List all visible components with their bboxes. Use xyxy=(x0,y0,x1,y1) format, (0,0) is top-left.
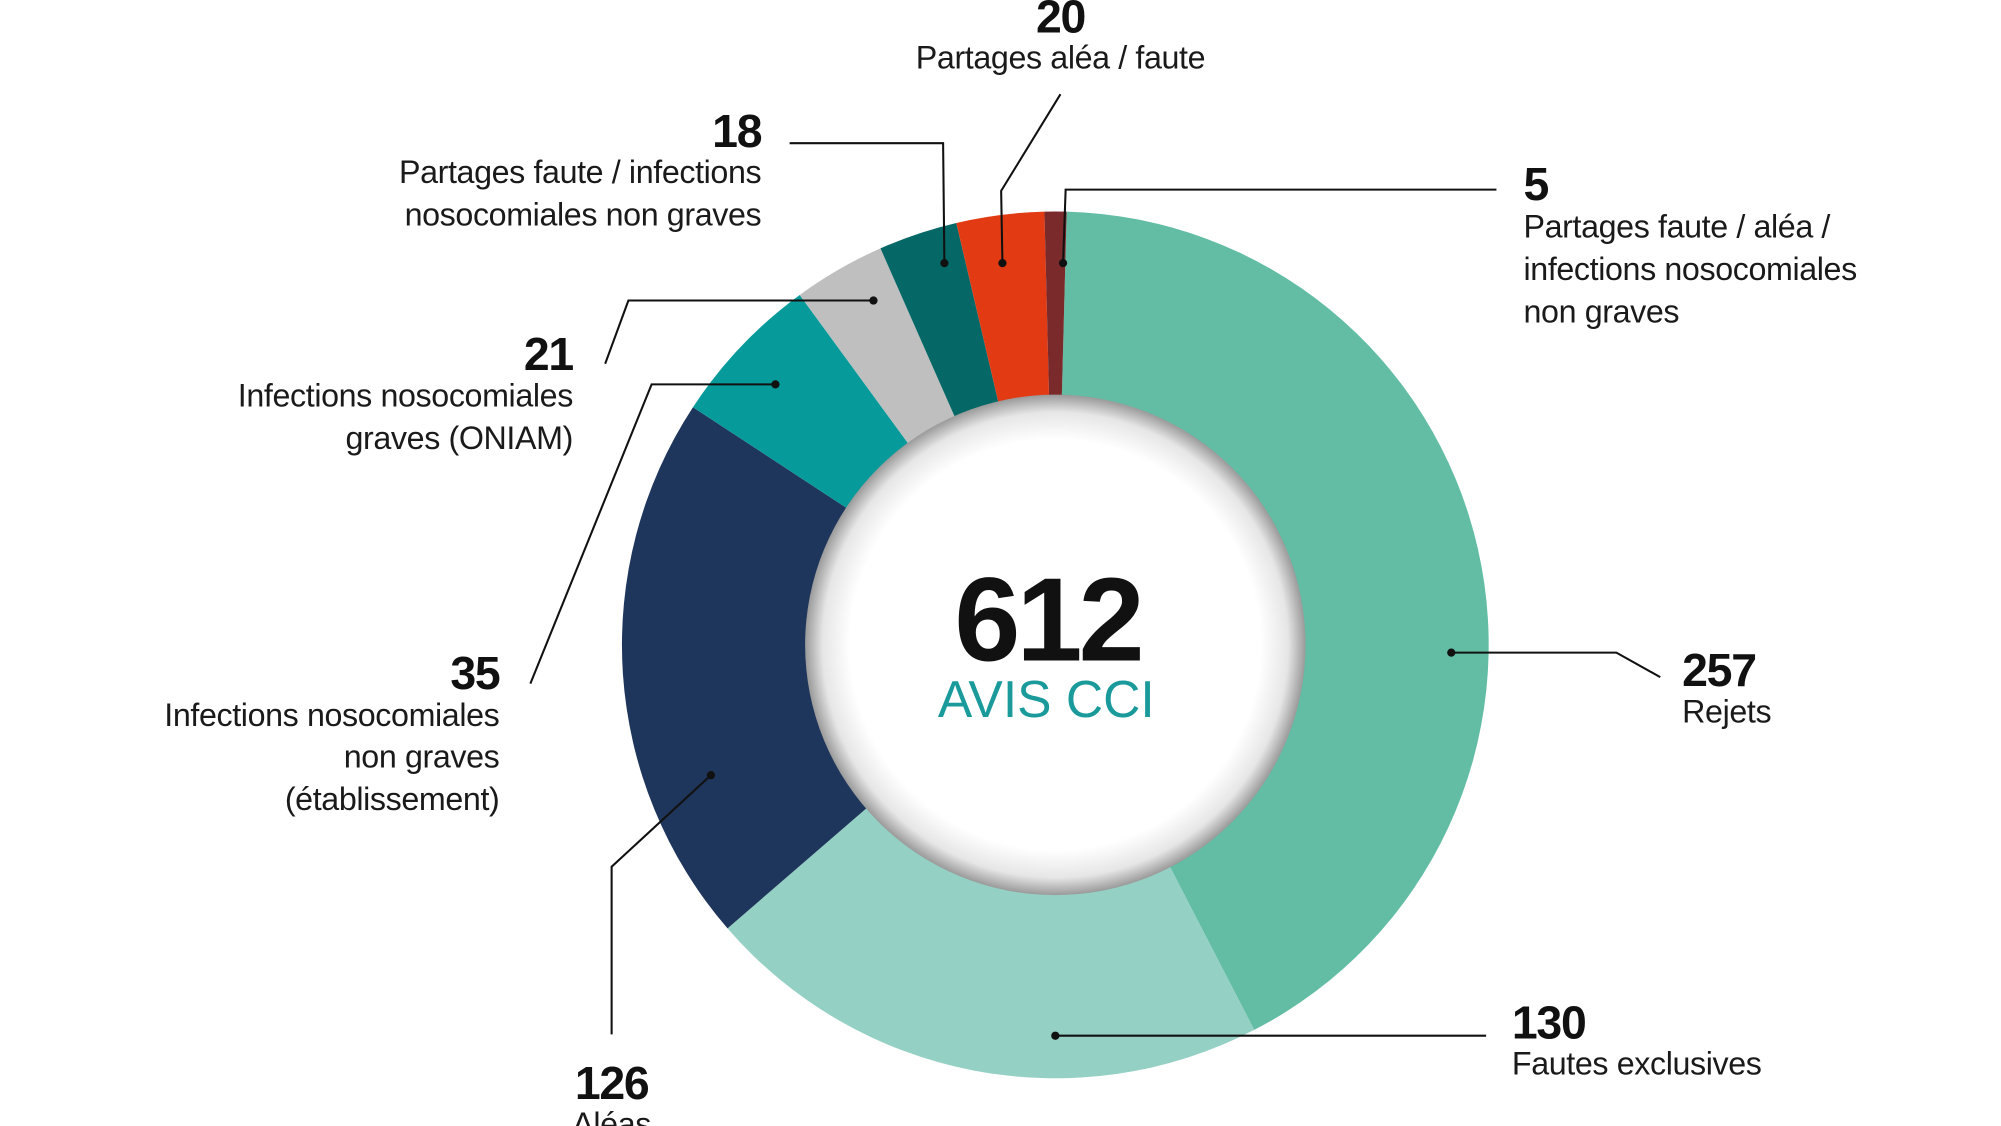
center-total: 612 xyxy=(954,554,1140,686)
slice-partage_alea_faute xyxy=(956,211,1050,407)
data-label-value: 126 xyxy=(575,1057,649,1109)
leader-dot xyxy=(1447,648,1456,657)
data-label-text: Partages faute / aléa / xyxy=(1524,208,1831,244)
data-label-value: 257 xyxy=(1682,644,1756,696)
label-inf-non-graves: 35 Infections nosocomiales non graves (é… xyxy=(164,647,501,817)
label-inf-graves: 21 Infections nosocomiales graves (ONIAM… xyxy=(238,328,575,456)
leader-dot xyxy=(1058,258,1068,268)
leader-line-partage-faute-alea-inf xyxy=(1062,188,1497,264)
data-label-text: non graves xyxy=(1524,293,1680,329)
leader-dot xyxy=(869,296,878,305)
data-label-text: Infections nosocomiales xyxy=(238,377,573,413)
leader-line-partage-alea-faute xyxy=(1000,93,1062,264)
data-label-text: (établissement) xyxy=(285,781,500,817)
data-label-text: infections nosocomiales xyxy=(1524,251,1857,287)
donut-slices xyxy=(621,211,1489,1079)
data-label-text: Fautes exclusives xyxy=(1512,1045,1762,1081)
leader-dot xyxy=(1051,1031,1060,1040)
label-fautes: 130 Fautes exclusives xyxy=(1512,996,1762,1081)
data-label-text: Partages aléa / faute xyxy=(916,39,1205,75)
slice-inf_non_graves xyxy=(692,294,911,511)
label-partage-alea-faute: 20 Partages aléa / faute xyxy=(916,0,1206,75)
slice-partage_faute_inf xyxy=(880,222,1000,421)
donut-hole xyxy=(805,394,1306,896)
data-label-value: 130 xyxy=(1512,996,1586,1048)
leader-line-inf-non-graves xyxy=(529,383,776,684)
label-partage-faute-inf: 18 Partages faute / infections nosocomia… xyxy=(399,105,763,233)
leader-line-partage-faute-inf xyxy=(789,142,946,264)
data-label-text: graves (ONIAM) xyxy=(346,420,573,456)
slice-fautes xyxy=(727,805,1255,1079)
data-label-text: Rejets xyxy=(1682,693,1771,729)
leader-dot xyxy=(706,771,716,780)
leader-lines xyxy=(529,93,1661,1040)
leader-line-inf-graves xyxy=(604,299,874,365)
label-aleas: 126 Aléas xyxy=(572,1057,651,1126)
slice-rejets xyxy=(1061,211,1489,1030)
data-label-value: 21 xyxy=(524,328,574,380)
leader-line-aleas xyxy=(610,774,712,1035)
center-label: AVIS CCI xyxy=(938,670,1155,728)
label-partage-faute-alea-inf: 5 Partages faute / aléa / infections nos… xyxy=(1524,158,1858,330)
data-label-text: Partages faute / infections xyxy=(399,154,761,190)
data-label-value: 18 xyxy=(712,105,762,157)
label-rejets: 257 Rejets xyxy=(1682,644,1771,729)
leader-dot xyxy=(940,258,949,268)
leader-line-rejets xyxy=(1451,651,1661,679)
data-label-text: nosocomiales non graves xyxy=(405,197,762,233)
slice-inf_graves xyxy=(799,248,957,448)
data-label-value: 20 xyxy=(1036,0,1085,42)
data-label-value: 35 xyxy=(450,647,500,699)
slice-partage_faute_alea_inf xyxy=(1044,211,1067,400)
leader-dot xyxy=(998,258,1007,268)
data-label-text: Aléas xyxy=(572,1106,651,1126)
slice-aleas xyxy=(621,407,870,929)
data-label-value: 5 xyxy=(1524,158,1549,210)
leader-dot xyxy=(771,380,780,389)
data-label-text: Infections nosocomiales xyxy=(164,697,499,733)
data-label-text: non graves xyxy=(344,738,500,774)
